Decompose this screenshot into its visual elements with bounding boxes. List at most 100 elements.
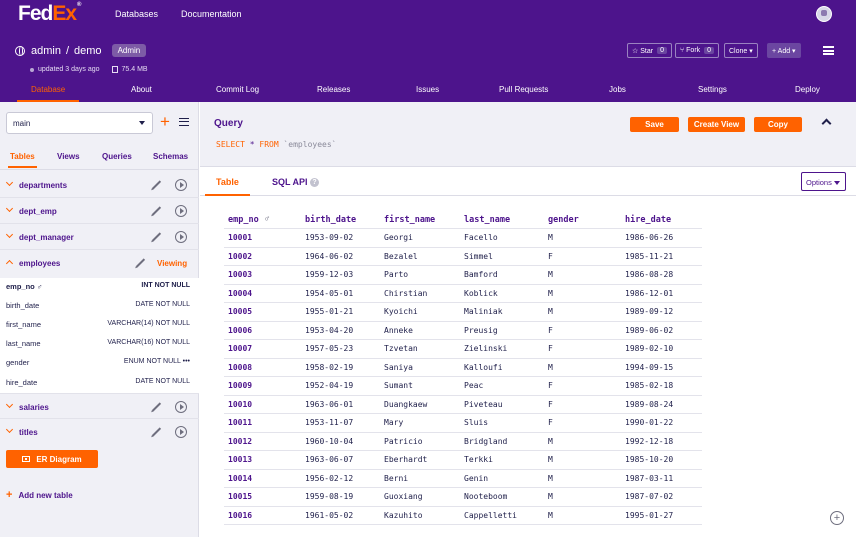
table-cell[interactable]: Anneke xyxy=(384,325,413,335)
table-cell[interactable]: 1992-12-18 xyxy=(625,436,674,446)
table-cell[interactable]: 1953-09-02 xyxy=(305,233,354,242)
edit-pencil-icon[interactable] xyxy=(151,427,162,437)
table-cell[interactable]: F xyxy=(548,399,553,409)
table-cell[interactable]: M xyxy=(548,455,553,464)
table-cell[interactable]: 10002 xyxy=(228,251,253,261)
branch-select[interactable]: main xyxy=(6,112,153,134)
table-cell[interactable]: Maliniak xyxy=(464,307,503,316)
table-cell[interactable]: M xyxy=(548,473,553,483)
column-header-last-name[interactable]: last_name xyxy=(464,215,511,225)
table-item-titles[interactable]: titles xyxy=(0,419,199,445)
table-cell[interactable]: 10010 xyxy=(228,399,253,409)
table-cell[interactable]: 1986-12-01 xyxy=(625,288,674,298)
edit-pencil-icon[interactable] xyxy=(151,206,162,216)
table-cell[interactable]: 1989-02-10 xyxy=(625,344,674,353)
table-cell[interactable]: 1953-11-07 xyxy=(305,418,354,427)
add-circle-icon[interactable]: + xyxy=(830,511,844,525)
sidebar-tab-views[interactable]: Views xyxy=(57,152,80,161)
tab-about[interactable]: About xyxy=(131,85,152,94)
table-cell[interactable]: Kyoichi xyxy=(384,307,418,316)
edit-pencil-icon[interactable] xyxy=(151,232,162,242)
table-cell[interactable]: 1963-06-01 xyxy=(305,399,354,409)
play-icon[interactable] xyxy=(175,426,187,438)
chevron-up-icon[interactable] xyxy=(821,118,832,129)
table-cell[interactable]: Simmel xyxy=(464,251,493,261)
table-cell[interactable]: M xyxy=(548,362,553,372)
table-cell[interactable]: 10001 xyxy=(228,233,253,242)
fork-button[interactable]: ⑂ Fork 0 xyxy=(675,43,720,58)
table-cell[interactable]: Bridgland xyxy=(464,436,508,446)
table-cell[interactable]: Genin xyxy=(464,473,489,483)
table-item-departments[interactable]: departments xyxy=(0,172,199,198)
er-diagram-button[interactable]: ER Diagram xyxy=(6,450,98,468)
table-cell[interactable]: 1956-02-12 xyxy=(305,473,354,483)
table-cell[interactable]: 10009 xyxy=(228,381,253,390)
table-cell[interactable]: 1985-02-18 xyxy=(625,381,674,390)
table-cell[interactable]: 1985-10-20 xyxy=(625,455,674,464)
column-header-first-name[interactable]: first_name xyxy=(384,215,436,225)
help-icon[interactable]: ? xyxy=(310,178,319,187)
table-cell[interactable]: 1989-08-24 xyxy=(625,399,674,409)
play-icon[interactable] xyxy=(175,205,187,217)
table-cell[interactable]: 10003 xyxy=(228,270,253,279)
table-cell[interactable]: 1995-01-27 xyxy=(625,510,674,520)
play-icon[interactable] xyxy=(175,179,187,191)
play-icon[interactable] xyxy=(175,231,187,243)
table-cell[interactable]: Nooteboom xyxy=(464,492,508,501)
table-cell[interactable]: Bamford xyxy=(464,270,498,279)
table-cell[interactable]: 1986-06-26 xyxy=(625,233,674,242)
star-button[interactable]: ☆ Star 0 xyxy=(627,43,672,58)
table-cell[interactable]: Saniya xyxy=(384,362,413,372)
table-cell[interactable]: Duangkaew xyxy=(384,399,428,409)
tab-settings[interactable]: Settings xyxy=(698,85,727,94)
tab-pull-requests[interactable]: Pull Requests xyxy=(499,85,549,94)
tab-commit-log[interactable]: Commit Log xyxy=(216,85,260,94)
column-header-gender[interactable]: gender xyxy=(548,215,579,225)
table-cell[interactable]: 10015 xyxy=(228,492,253,501)
play-icon[interactable] xyxy=(175,401,187,413)
table-cell[interactable]: Sumant xyxy=(384,381,413,390)
edit-pencil-icon[interactable] xyxy=(135,258,146,268)
table-cell[interactable]: Georgi xyxy=(384,233,413,242)
table-cell[interactable]: Mary xyxy=(384,418,404,427)
table-cell[interactable]: 1990-01-22 xyxy=(625,418,674,427)
table-cell[interactable]: 10014 xyxy=(228,473,253,483)
user-avatar[interactable] xyxy=(816,6,832,22)
table-cell[interactable]: 1989-09-12 xyxy=(625,307,674,316)
table-cell[interactable]: 1986-08-28 xyxy=(625,270,674,279)
table-cell[interactable]: Kalloufi xyxy=(464,362,503,372)
table-cell[interactable]: F xyxy=(548,344,553,353)
table-cell[interactable]: Zielinski xyxy=(464,344,508,353)
fedex-logo[interactable]: FedEx® xyxy=(18,2,82,26)
table-cell[interactable]: 1987-03-11 xyxy=(625,473,674,483)
query-editor[interactable]: Query SELECT * FROM `employees` Save Cre… xyxy=(200,102,856,167)
column-header-emp-no[interactable]: emp_no xyxy=(228,215,259,225)
table-cell[interactable]: 1955-01-21 xyxy=(305,307,354,316)
table-cell[interactable]: 10016 xyxy=(228,510,253,520)
table-cell[interactable]: M xyxy=(548,288,553,298)
column-type[interactable]: ENUM NOT NULL ••• xyxy=(123,358,190,365)
table-cell[interactable]: M xyxy=(548,436,553,446)
table-cell[interactable]: F xyxy=(548,381,553,390)
copy-button[interactable]: Copy xyxy=(754,117,802,132)
edit-pencil-icon[interactable] xyxy=(151,180,162,190)
table-item-employees[interactable]: employees Viewing xyxy=(0,250,199,276)
table-cell[interactable]: Preusig xyxy=(464,325,498,335)
tab-releases[interactable]: Releases xyxy=(317,85,351,94)
table-cell[interactable]: Berni xyxy=(384,473,409,483)
table-cell[interactable]: Parto xyxy=(384,270,409,279)
table-cell[interactable]: 1959-08-19 xyxy=(305,492,354,501)
sidebar-tab-schemas[interactable]: Schemas xyxy=(153,152,189,161)
table-cell[interactable]: 10007 xyxy=(228,344,253,353)
table-cell[interactable]: 1959-12-03 xyxy=(305,270,354,279)
table-cell[interactable]: 1994-09-15 xyxy=(625,362,674,372)
table-cell[interactable]: 1954-05-01 xyxy=(305,288,354,298)
tab-deploy[interactable]: Deploy xyxy=(795,85,820,94)
table-cell[interactable]: 10004 xyxy=(228,288,253,298)
table-cell[interactable]: Guoxiang xyxy=(384,492,423,501)
tab-table[interactable]: Table xyxy=(205,177,250,196)
table-cell[interactable]: 1989-06-02 xyxy=(625,325,674,335)
table-cell[interactable]: Peac xyxy=(464,381,484,390)
table-cell[interactable]: 10006 xyxy=(228,325,253,335)
table-cell[interactable]: Terkki xyxy=(464,455,493,464)
